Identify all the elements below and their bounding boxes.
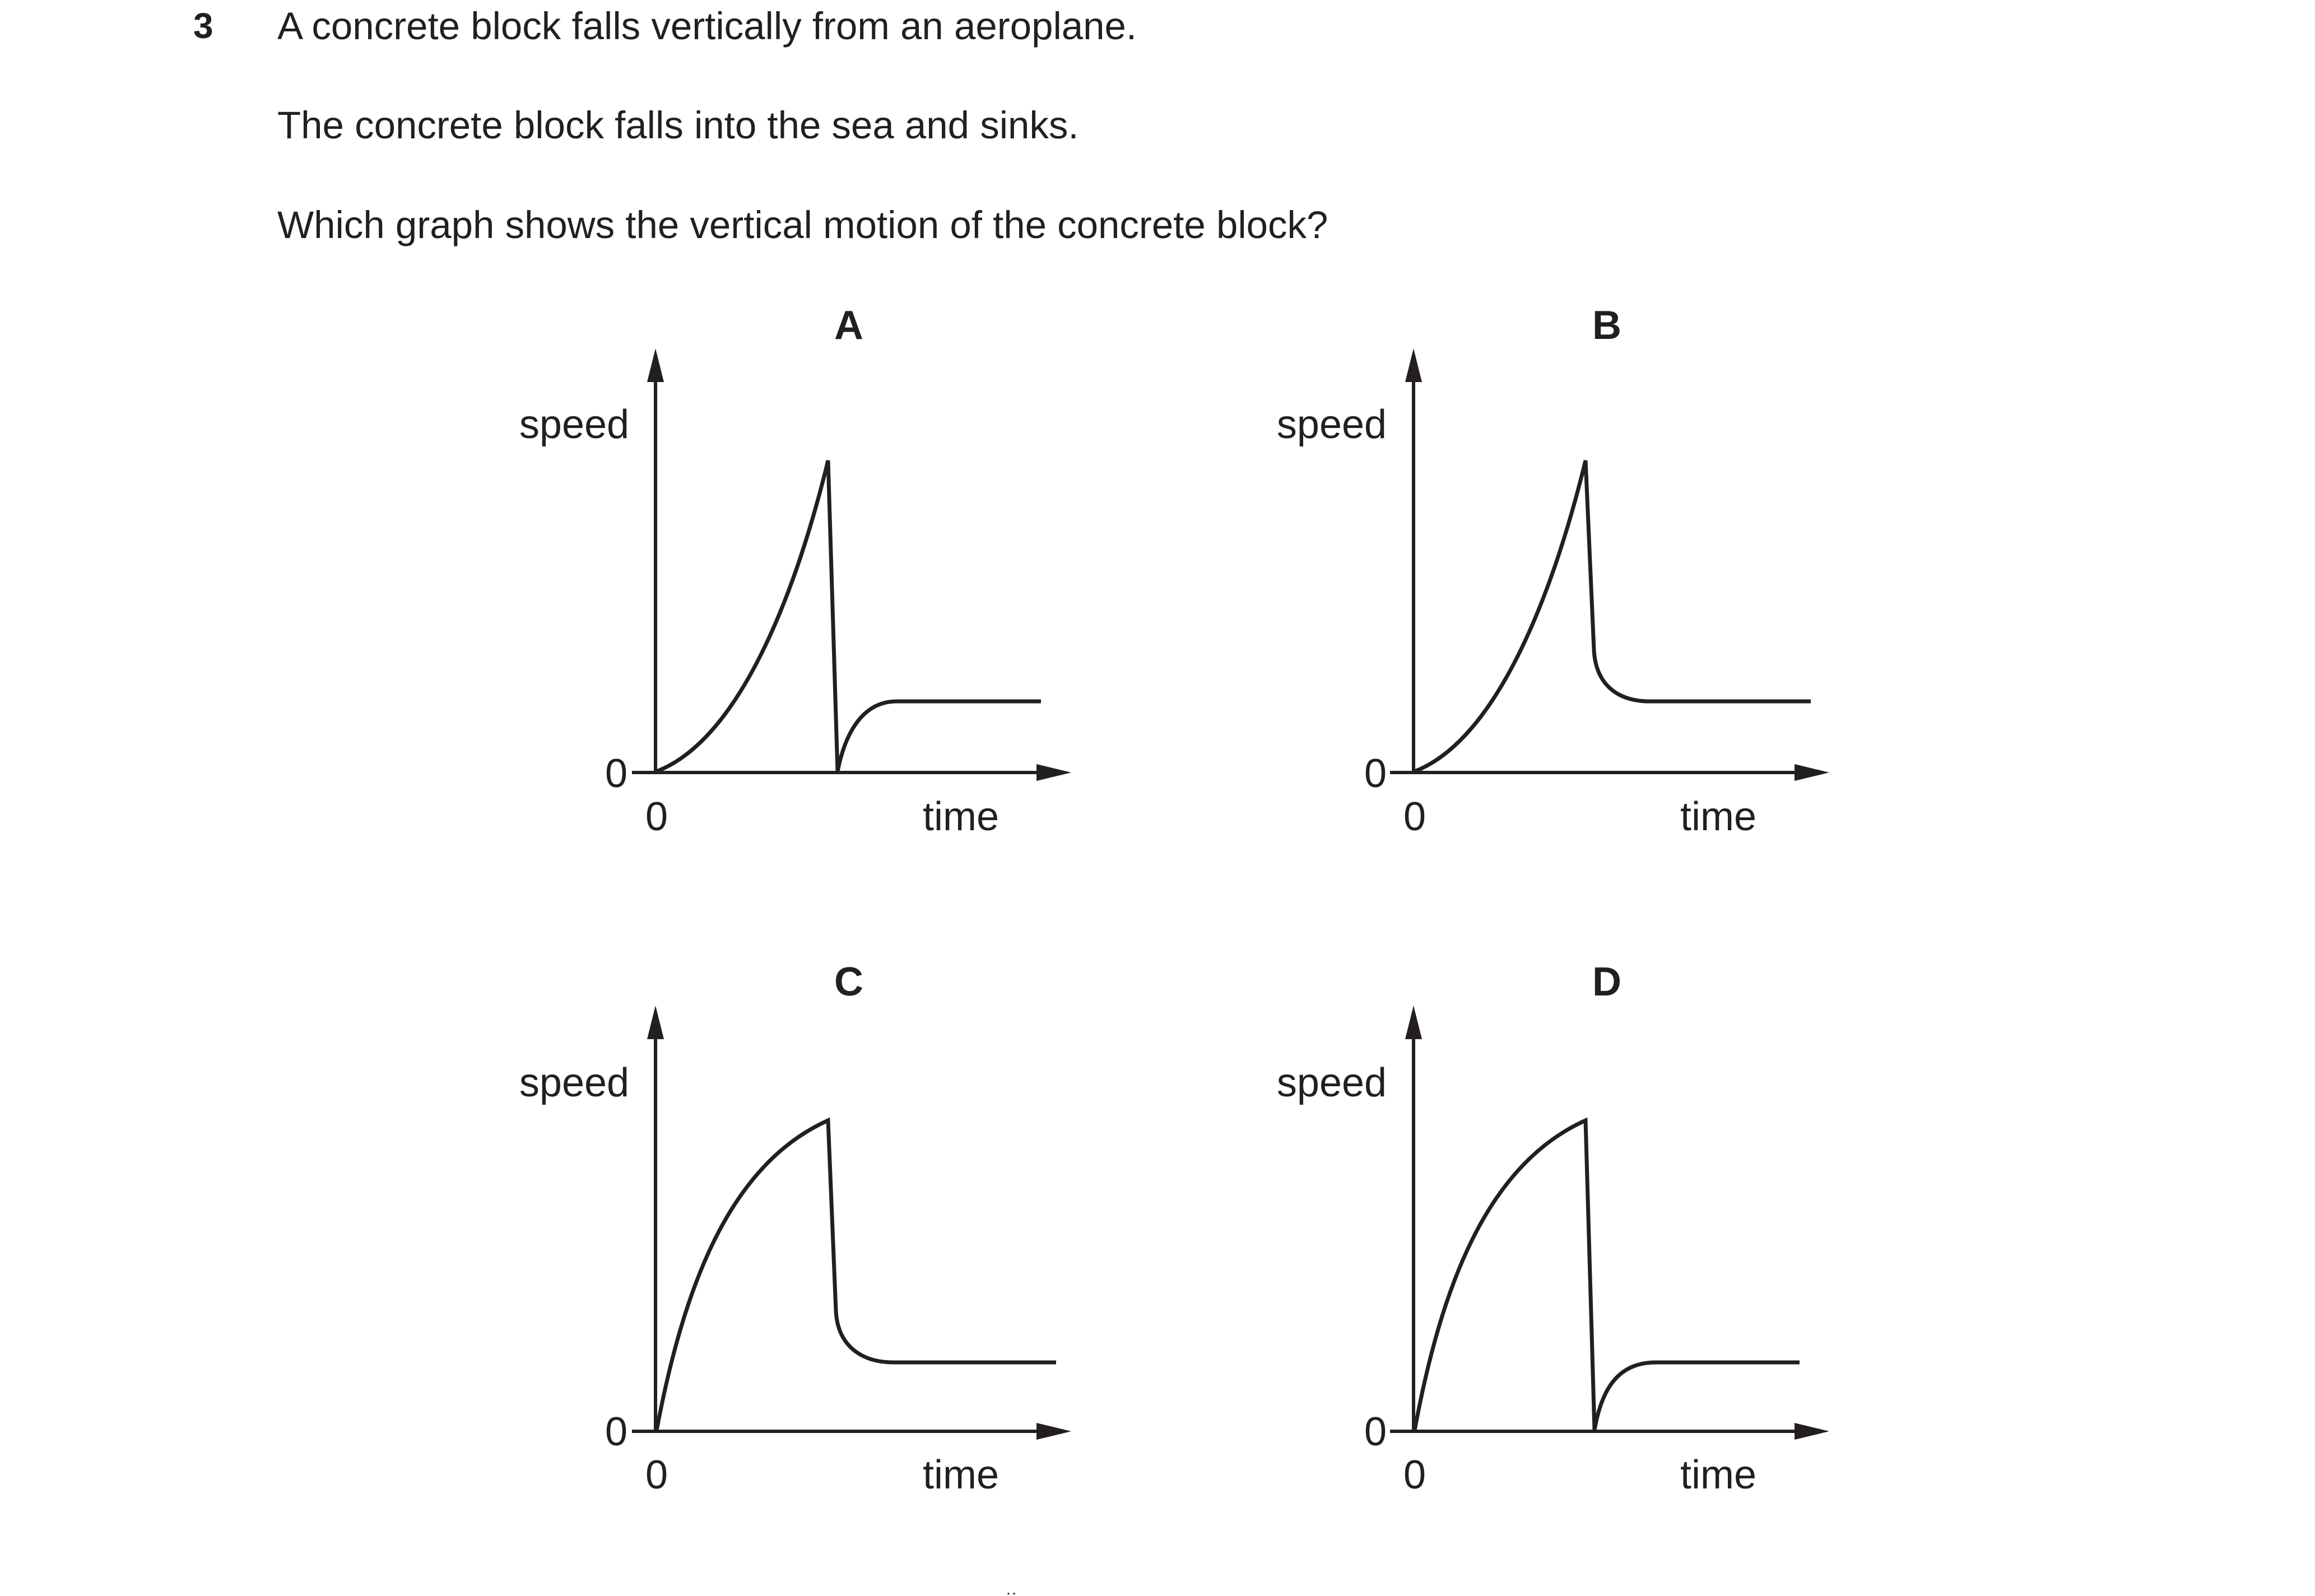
graph-c: C speed time 0 0 (519, 960, 1071, 1497)
graph-c-x-arrow (1036, 1423, 1071, 1440)
graph-d-x-arrow (1795, 1423, 1829, 1440)
graph-d-y-arrow (1405, 1006, 1422, 1039)
graph-b: B speed time 0 0 (1277, 303, 1829, 839)
graph-b-title: B (1592, 303, 1621, 348)
graph-a-y-arrow (647, 348, 664, 382)
graph-b-x-arrow (1795, 764, 1829, 781)
graph-c-ylabel: speed (519, 1060, 629, 1105)
graph-d-origin-y: 0 (1364, 1409, 1387, 1454)
graph-c-title: C (834, 960, 863, 1004)
graph-a-origin-x: 0 (645, 794, 668, 839)
graph-d-xlabel: time (1680, 1453, 1756, 1497)
graph-c-origin-x: 0 (645, 1453, 668, 1497)
graph-a-ylabel: speed (519, 402, 629, 447)
graph-a-xlabel: time (923, 794, 999, 839)
graph-d-origin-x: 0 (1403, 1453, 1426, 1497)
graph-d: D speed time 0 0 (1277, 960, 1829, 1497)
graph-a: A speed time 0 0 (519, 303, 1071, 839)
graph-d-title: D (1592, 960, 1621, 1004)
graph-b-curve (1414, 460, 1811, 774)
graph-b-origin-x: 0 (1403, 794, 1426, 839)
question-line-1: A concrete block falls vertically from a… (277, 4, 1137, 48)
graph-a-curve (656, 460, 1041, 774)
question-line-2: The concrete block falls into the sea an… (277, 104, 1079, 147)
graph-d-curve (1412, 1117, 1800, 1431)
graph-d-ylabel: speed (1277, 1060, 1387, 1105)
graph-a-title: A (834, 303, 863, 348)
graph-c-y-arrow (647, 1006, 664, 1039)
graph-c-xlabel: time (923, 1453, 999, 1497)
graph-a-x-arrow (1036, 764, 1071, 781)
graph-b-y-arrow (1405, 348, 1422, 382)
graph-c-curve (654, 1117, 1056, 1431)
graph-b-origin-y: 0 (1364, 751, 1387, 796)
question-number: 3 (193, 6, 213, 46)
graph-a-origin-y: 0 (605, 751, 627, 796)
graph-b-ylabel: speed (1277, 402, 1387, 447)
cropped-footer-mark: ·· (1006, 1590, 1022, 1596)
question-line-3: Which graph shows the vertical motion of… (277, 203, 1328, 246)
graph-c-origin-y: 0 (605, 1409, 627, 1454)
graph-b-xlabel: time (1680, 794, 1756, 839)
